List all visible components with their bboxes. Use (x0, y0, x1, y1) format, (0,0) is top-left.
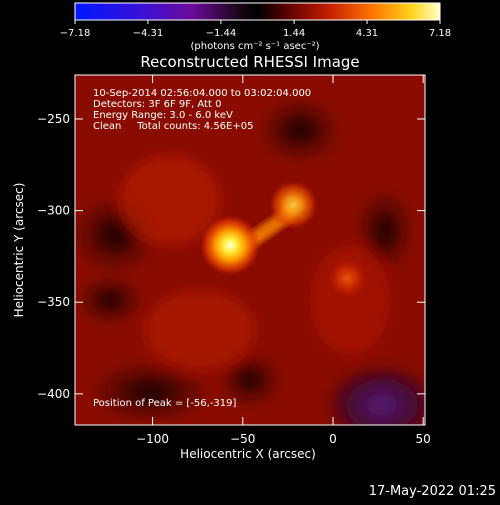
peak-position-label: Position of Peak = [-56,-319] (93, 398, 237, 409)
flare-source (269, 181, 318, 230)
x-tick-label: −100 (136, 432, 169, 446)
flare-source (327, 258, 368, 299)
y-axis: −250 −300 −350 −400 (37, 112, 425, 401)
dark-region (90, 362, 210, 422)
colorbar-tick-label: −7.18 (60, 28, 91, 39)
dark-region (220, 354, 280, 406)
footer-timestamp: 17-May-2022 01:25 (369, 484, 496, 499)
x-axis: −100 −50 0 50 (136, 75, 431, 446)
colorbar-tick-label: 4.31 (356, 28, 378, 39)
colorbar-tick-label: −1.44 (206, 28, 237, 39)
y-tick-label: −350 (37, 295, 70, 309)
x-axis-label: Heliocentric X (arcsec) (180, 447, 316, 461)
x-tick-label: −50 (230, 432, 255, 446)
y-tick-label: −400 (37, 387, 70, 401)
heatmap-image (75, 75, 425, 425)
colorbar-tick-label: −4.31 (133, 28, 164, 39)
plot-frame (74, 74, 426, 426)
flare-source (200, 215, 261, 276)
y-tick-label: −250 (37, 112, 70, 126)
source-layer (200, 181, 368, 299)
observation-info: 10-Sep-2014 02:56:04.000 to 03:02:04.000… (93, 88, 311, 409)
colorbar: −7.18 −4.31 −1.44 1.44 4.31 7.18 (photons cm⁻… (60, 2, 451, 52)
chart-title: Reconstructed RHESSI Image (140, 53, 359, 71)
y-axis-label: Heliocentric Y (arcsec) (12, 183, 26, 318)
x-tick-label: 50 (416, 432, 431, 446)
x-tick-label: 0 (329, 432, 337, 446)
bright-haze (120, 155, 220, 245)
annotation-energy-range: Energy Range: 3.0 - 6.0 keV (93, 110, 233, 121)
annotation-detectors: Detectors: 3F 6F 9F, Att 0 (93, 99, 221, 110)
dark-region (357, 190, 413, 270)
annotation-clean-counts: Clean Total counts: 4.56E+05 (93, 121, 253, 132)
colorbar-tick-label: 7.18 (429, 28, 451, 39)
bright-haze (145, 290, 255, 370)
colorbar-tick-label: 1.44 (283, 28, 305, 39)
y-tick-label: −300 (37, 204, 70, 218)
dark-region (260, 98, 340, 162)
colorbar-gradient (74, 2, 441, 21)
annotation-time-range: 10-Sep-2014 02:56:04.000 to 03:02:04.000 (93, 88, 311, 99)
colorbar-ticks: −7.18 −4.31 −1.44 1.44 4.31 7.18 (60, 20, 451, 39)
colorbar-units: (photons cm⁻² s⁻¹ asec⁻²) (190, 41, 319, 52)
purple-region (324, 363, 425, 425)
dark-region (78, 276, 142, 324)
